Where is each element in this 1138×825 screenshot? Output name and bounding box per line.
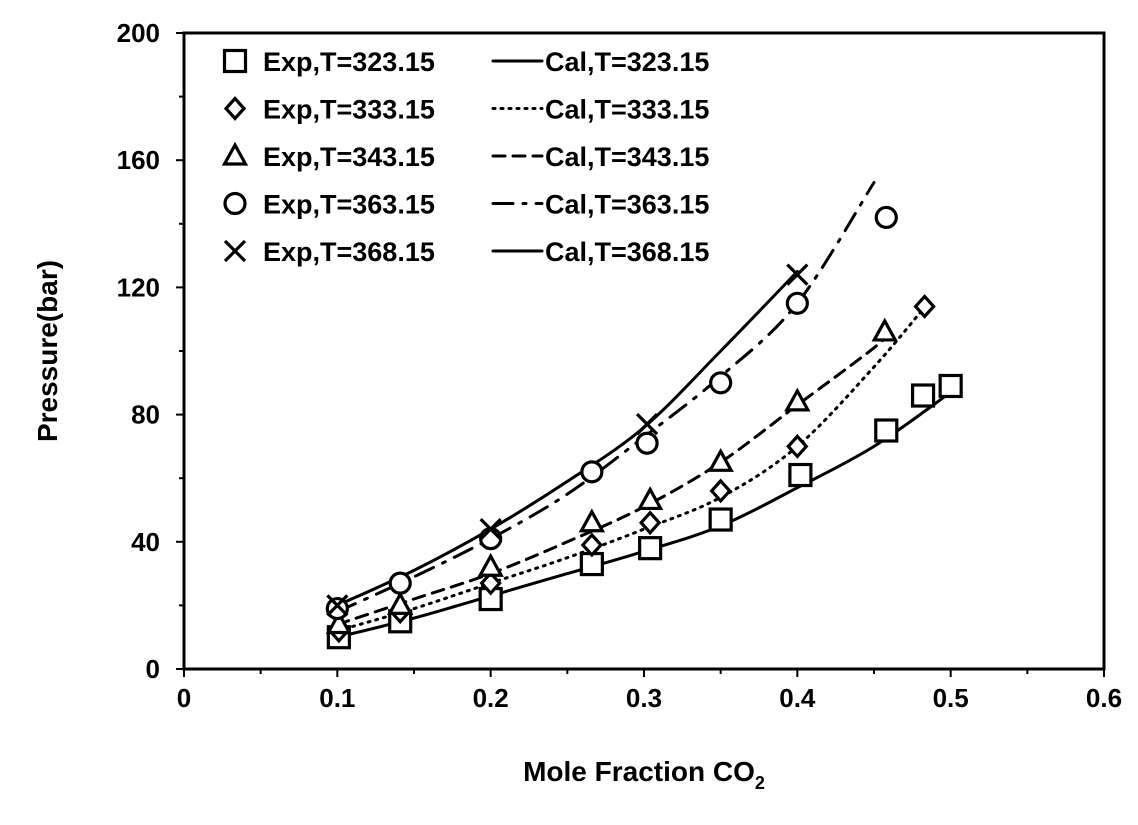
x-tick-label: 0.1 <box>319 683 355 713</box>
data-point <box>325 610 353 635</box>
data-point <box>784 387 811 412</box>
data-point <box>788 462 813 488</box>
legend-marker <box>223 239 247 263</box>
x-tick-label: 0.2 <box>473 683 509 713</box>
legend-label: Exp,T=323.15 <box>263 47 435 77</box>
data-point <box>635 431 659 455</box>
data-point <box>477 552 504 577</box>
y-tick-label: 160 <box>117 145 160 175</box>
data-point <box>874 418 899 443</box>
data-point <box>479 517 502 541</box>
x-tick-label: 0.6 <box>1086 683 1122 713</box>
legend-label: Exp,T=333.15 <box>263 95 435 125</box>
x-tick-label: 0 <box>177 683 191 713</box>
legend-label: Exp,T=363.15 <box>263 190 435 220</box>
cal-curve <box>335 270 799 607</box>
data-point <box>326 594 349 617</box>
y-tick-label: 40 <box>131 527 160 557</box>
x-axis-title-subscript: 2 <box>755 773 765 793</box>
legend-marker <box>223 191 247 216</box>
x-axis-title: Mole Fraction CO2 <box>523 756 765 793</box>
data-point <box>910 383 936 408</box>
legend: Exp,T=323.15 Exp,T=333.15 Exp,T=343.15 Exp,… <box>221 47 709 267</box>
x-axis-title-main: Mole Fraction CO <box>523 756 755 787</box>
plot-area <box>182 31 1106 671</box>
data-point <box>386 591 414 616</box>
data-point <box>578 508 606 533</box>
x-tick-label: 0.5 <box>933 683 969 713</box>
data-point <box>638 536 663 561</box>
y-tick-label: 80 <box>131 400 160 430</box>
cal-curve <box>335 311 922 633</box>
data-point <box>580 460 604 484</box>
legend-label: Exp,T=368.15 <box>263 237 435 267</box>
experimental-points <box>325 205 963 650</box>
y-tick-label: 0 <box>146 654 160 684</box>
data-point <box>786 434 809 459</box>
legend-label: Cal,T=368.15 <box>545 237 709 267</box>
data-point <box>709 371 733 395</box>
data-point <box>708 507 733 532</box>
data-point <box>786 263 809 286</box>
data-point <box>580 532 604 558</box>
x-tick-label: 0.3 <box>626 683 662 713</box>
data-point <box>636 486 664 511</box>
legend-label: Cal,T=363.15 <box>545 190 709 220</box>
data-point <box>325 596 349 621</box>
data-point <box>709 478 732 504</box>
legend-label: Cal,T=323.15 <box>545 47 709 77</box>
data-point <box>913 294 936 319</box>
legend-marker <box>221 141 249 166</box>
data-point <box>479 527 503 551</box>
legend-label: Exp,T=343.15 <box>263 142 435 172</box>
legend-marker <box>223 96 247 121</box>
data-point <box>635 413 659 436</box>
data-point <box>707 447 734 472</box>
y-tick-label: 200 <box>117 18 160 48</box>
x-axis: 0 0.1 0.2 0.3 0.4 0.5 0.6 <box>177 669 1122 713</box>
legend-label: Cal,T=333.15 <box>545 95 709 125</box>
y-axis: 0 40 80 120 160 200 <box>117 18 184 684</box>
legend-marker <box>222 48 248 74</box>
x-tick-label: 0.4 <box>779 683 816 713</box>
data-point <box>785 291 809 315</box>
y-axis-title: Pressure(bar) <box>32 260 63 442</box>
y-tick-label: 120 <box>117 272 160 302</box>
legend-label: Cal,T=343.15 <box>545 142 709 172</box>
data-point <box>874 205 898 230</box>
data-point <box>871 317 898 342</box>
data-point <box>638 510 662 536</box>
data-point <box>479 570 502 596</box>
data-point <box>938 373 963 399</box>
data-point <box>388 571 412 595</box>
